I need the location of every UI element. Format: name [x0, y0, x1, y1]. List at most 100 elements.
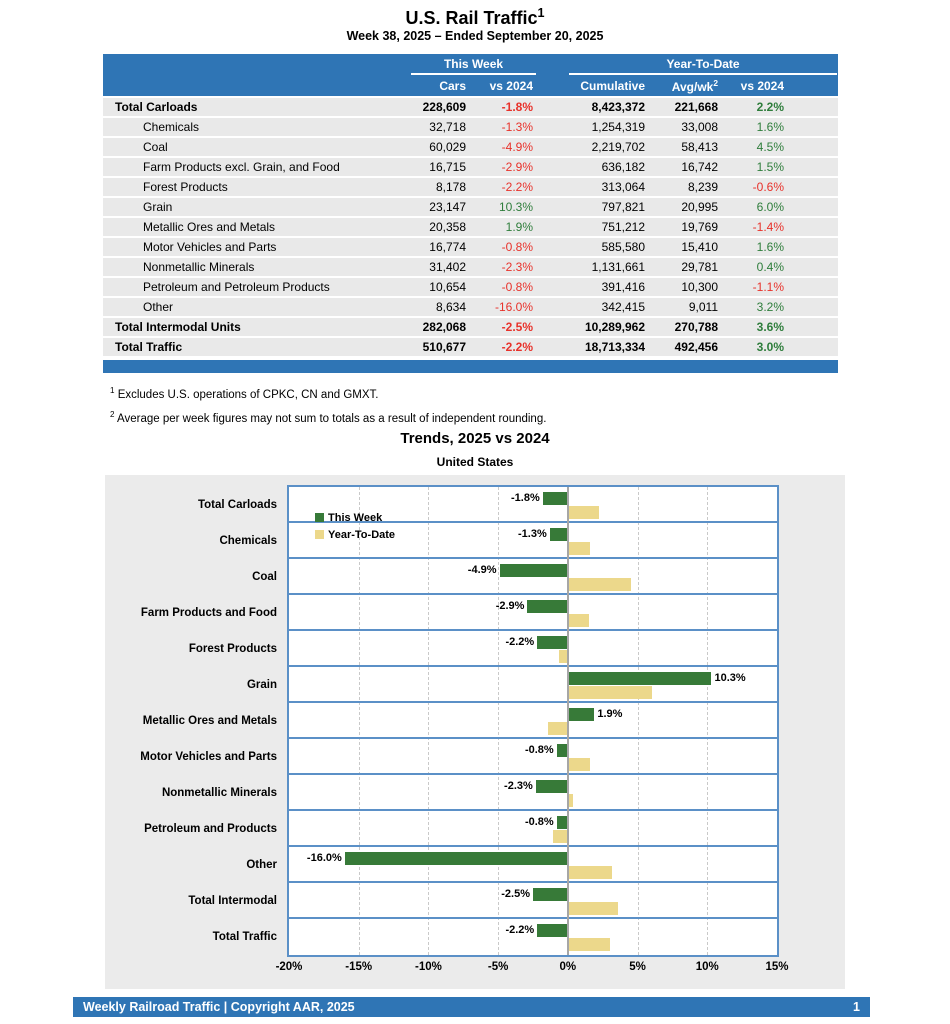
- footer-text: Weekly Railroad Traffic | Copyright AAR,…: [83, 1000, 355, 1014]
- table-row: Chemicals 32,718 -1.3% 1,254,319 33,008 1.6%: [103, 117, 839, 138]
- chart-band: 1.9%: [289, 703, 777, 739]
- ytd-group-label: Year-To-Date: [569, 57, 838, 75]
- page-subtitle: Week 38, 2025 – Ended September 20, 2025: [346, 29, 604, 43]
- vs-2024-week-value: 10.3%: [470, 197, 538, 218]
- this-week-group-label: This Week: [411, 57, 537, 75]
- row-label: Other: [103, 297, 410, 318]
- cars-value: 282,068: [410, 316, 470, 338]
- row-label: Grain: [103, 197, 410, 218]
- row-label: Total Carloads: [103, 96, 410, 118]
- ytd-bar: [567, 542, 591, 555]
- vs-2024-ytd-value: 3.2%: [722, 297, 839, 318]
- cumulative-value: 636,182: [537, 157, 650, 178]
- vs-2024-week-value: -2.2%: [470, 177, 538, 198]
- gridline: [637, 487, 639, 955]
- avg-wk-value: 15,410: [649, 237, 723, 258]
- zero-axis-line: [566, 487, 569, 955]
- gridline: [498, 487, 500, 955]
- cumulative-value: 1,131,661: [537, 257, 650, 278]
- this-week-bar: [537, 924, 568, 937]
- chart-title: Trends, 2025 vs 2024: [400, 430, 550, 447]
- bar-value-label: -16.0%: [306, 852, 342, 864]
- avg-wk-value: 492,456: [649, 336, 723, 358]
- cars-value: 16,774: [410, 237, 470, 258]
- table-group-header-row: This Week Year-To-Date: [103, 54, 839, 75]
- table-row: Motor Vehicles and Parts 16,774 -0.8% 585,5…: [103, 237, 839, 258]
- footnote-2-text: Average per week figures may not sum to …: [117, 412, 547, 425]
- cumulative-value: 18,713,334: [537, 336, 650, 358]
- cumulative-value: 2,219,702: [537, 137, 650, 158]
- cars-value: 510,677: [410, 336, 470, 358]
- gridline: [707, 487, 709, 955]
- page-number: 1: [853, 1000, 860, 1014]
- category-label: Motor Vehicles and Parts: [140, 750, 277, 763]
- ytd-bar: [567, 866, 613, 879]
- vs-2024-ytd-column-header: vs 2024: [722, 75, 839, 97]
- row-label: Metallic Ores and Metals: [103, 217, 410, 238]
- cumulative-value: 342,415: [537, 297, 650, 318]
- cars-value: 31,402: [410, 257, 470, 278]
- this-week-bar: [542, 492, 568, 505]
- cars-value: 228,609: [410, 96, 470, 118]
- avg-wk-value: 270,788: [649, 316, 723, 338]
- table-row: Nonmetallic Minerals 31,402 -2.3% 1,131,661…: [103, 257, 839, 278]
- chart-band: -1.3%: [289, 523, 777, 559]
- chart-band: -1.8%: [289, 487, 777, 523]
- vs-2024-ytd-value: 3.6%: [722, 316, 839, 338]
- vs-2024-ytd-value: 1.6%: [722, 117, 839, 138]
- x-axis-tick-label: 10%: [695, 961, 719, 973]
- cars-value: 60,029: [410, 137, 470, 158]
- this-week-bar: [567, 672, 712, 685]
- bar-value-label: -2.5%: [501, 888, 530, 900]
- x-axis-tick-label: -5%: [487, 961, 509, 973]
- cumulative-value: 10,289,962: [537, 316, 650, 338]
- table-row: Coal 60,029 -4.9% 2,219,702 58,413 4.5%: [103, 137, 839, 158]
- chart-subtitle: United States: [436, 455, 514, 469]
- cars-value: 20,358: [410, 217, 470, 238]
- footnote-2-marker: 2: [110, 409, 115, 419]
- row-label: Total Traffic: [103, 336, 410, 358]
- table-row: Total Intermodal Units 282,068 -2.5% 10,289…: [103, 316, 839, 338]
- avg-wk-footnote-marker: 2: [713, 77, 719, 88]
- cars-value: 8,178: [410, 177, 470, 198]
- empty-header-cell: [103, 75, 410, 97]
- avg-wk-value: 8,239: [649, 177, 723, 198]
- cumulative-value: 8,423,372: [537, 96, 650, 118]
- footnote-1-marker: 1: [110, 386, 115, 395]
- ytd-bar: [552, 830, 568, 843]
- vs-2024-week-value: 1.9%: [470, 217, 538, 238]
- x-axis-tick-label: 15%: [765, 961, 789, 973]
- chart-band: -16.0%: [289, 847, 777, 883]
- ytd-bar: [567, 578, 631, 591]
- chart-band: -2.2%: [289, 631, 777, 667]
- vs-2024-week-value: -2.9%: [470, 157, 538, 178]
- chart-legend: This Week Year-To-Date: [315, 509, 395, 543]
- chart-band: -0.8%: [289, 739, 777, 775]
- vs-2024-ytd-value: 1.6%: [722, 237, 839, 258]
- x-axis-tick-label: -10%: [414, 961, 442, 973]
- ytd-swatch: [315, 530, 324, 539]
- bar-value-label: -1.3%: [517, 528, 547, 540]
- vs-2024-ytd-value: 3.0%: [722, 336, 839, 358]
- chart-plot-area: This Week Year-To-Date -1.8% -1.3% -4.9% -2…: [287, 485, 779, 957]
- chart-band: -0.8%: [289, 811, 777, 847]
- bar-value-label: -4.9%: [467, 564, 497, 576]
- cars-value: 16,715: [410, 157, 470, 178]
- footnote-1-text: Excludes U.S. operations of CPKC, CN and…: [117, 388, 379, 401]
- avg-wk-value: 19,769: [649, 217, 723, 238]
- row-label: Farm Products excl. Grain, and Food: [103, 157, 410, 178]
- trends-bar-chart: This Week Year-To-Date -1.8% -1.3% -4.9% -2…: [105, 475, 845, 989]
- avg-wk-value: 16,742: [649, 157, 723, 178]
- bar-value-label: -2.9%: [495, 600, 525, 612]
- vs-2024-ytd-value: 2.2%: [722, 96, 839, 118]
- ytd-legend-label: Year-To-Date: [328, 528, 396, 541]
- x-axis-tick-label: 0%: [559, 961, 577, 973]
- cars-value: 8,634: [410, 297, 470, 318]
- cumulative-value: 313,064: [537, 177, 650, 198]
- ytd-bar: [567, 938, 610, 951]
- cars-value: 23,147: [410, 197, 470, 218]
- ytd-bar: [567, 902, 619, 915]
- row-label: Coal: [103, 137, 410, 158]
- table-column-header-row: Cars vs 2024 Cumulative Avg/wk2 vs 2024: [103, 75, 839, 97]
- bar-value-label: 1.9%: [597, 708, 623, 720]
